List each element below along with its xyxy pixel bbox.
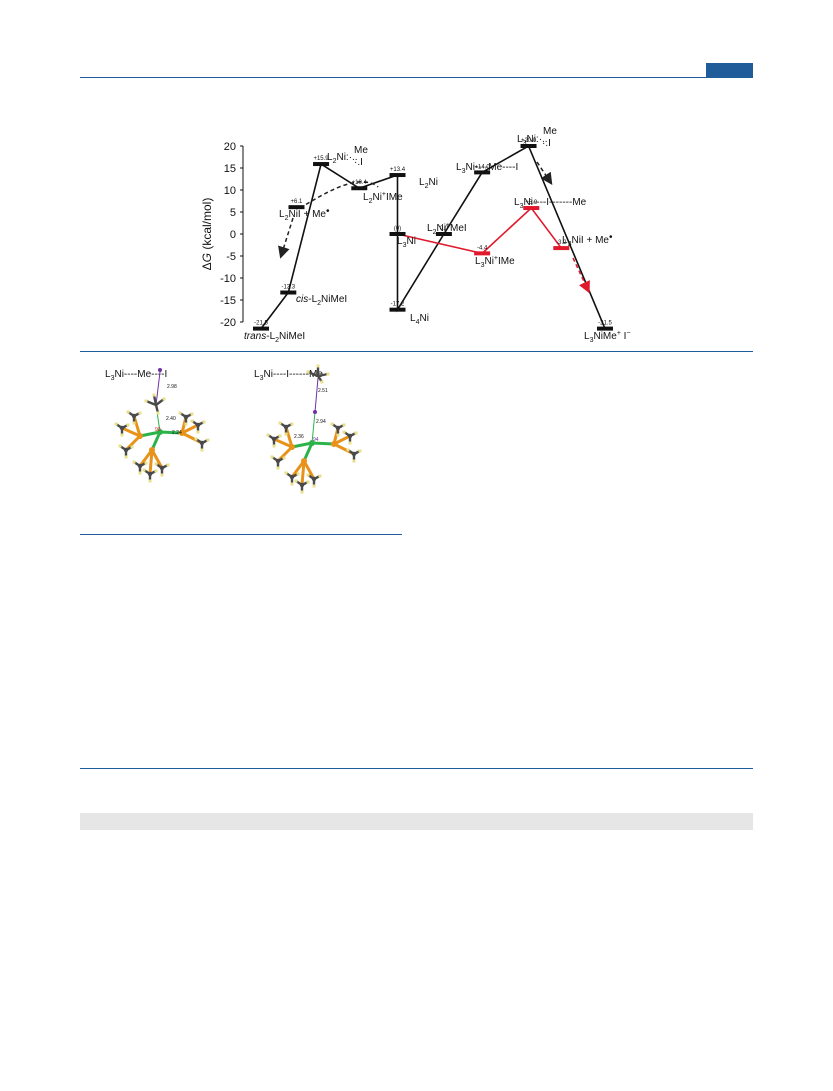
label-L2Ni-IMe: L2Ni+IMe [363,191,403,205]
energy-level-value: +15.9 [313,156,329,162]
energy-level-value: -13.3 [281,285,295,291]
energy-level-value: 0.0 [440,226,449,232]
y-tick-label: 5 [230,207,236,219]
structure-2-distance-2: 2.94 [316,419,326,425]
energy-level-bar [389,173,406,178]
energy-level-value: +6.1 [291,199,304,205]
energy-level-bar [523,206,540,211]
caption-rule [80,534,402,535]
dashed-arrow-red [572,257,590,294]
energy-level-value: -17.2 [391,302,405,308]
radical-dashed-curve [299,181,379,209]
section-rule [80,768,753,769]
energy-level-bar [351,186,368,191]
structure-1-distance-2: 2.40 [166,416,176,422]
structure-2-distance-1: 2.51 [318,388,328,394]
energy-level-value: +14.0 [475,164,491,170]
y-tick-label: -15 [220,295,236,307]
table-header-band [80,813,753,830]
label-L2Ni-ts-i: ·.I [354,157,363,168]
y-tick-label: -10 [220,273,236,285]
energy-level-value: -4.4 [477,245,488,251]
structure-1-distance-1: 2.98 [167,384,177,390]
label-L3Ni-top-i: ·.I [542,138,551,149]
structure-2-angle: 94 [313,437,319,443]
energy-level-bar [474,251,491,256]
energy-level-value: (0) [394,226,401,232]
label-L2Ni-ts: L2Ni:·.. [327,152,358,165]
energy-level-bar [596,326,613,331]
energy-level-value: -21.5 [598,321,612,327]
structure-1-label: L3Ni----Me----I [105,369,167,382]
structure-2-label: L3Ni----I------Me [254,369,323,382]
energy-level-bar [389,232,406,236]
label-L3Ni-top-me: Me [543,126,557,137]
label-L3Ni-I-Me: L3Ni----I-------Me [514,197,587,210]
energy-level-value: +10.4 [352,180,368,186]
energy-level-value: +13.4 [390,167,406,173]
energy-level-bar [474,170,491,175]
structure-1-distance-3: 2.24 [172,430,182,436]
energy-level-bar [435,232,452,236]
header-rule [80,77,753,78]
y-tick-label: -5 [226,251,236,263]
label-L4Ni: L4Ni [410,313,429,326]
dashed-arrow-top [536,161,553,185]
dashed-arrow-left [278,217,294,259]
energy-level-value: -21.5 [254,321,268,327]
structure-1: L3Ni----Me----I 2.98 2.40 2.24 90 [105,368,210,483]
label-cis-L2NiMeI: cis-L2NiMeI [296,294,347,307]
y-ticks: 20 15 10 5 0 -5 -10 -15 -20 [220,141,243,329]
energy-level-bar [280,290,297,295]
y-tick-label: -20 [220,317,236,329]
energy-level-value: +20.0 [521,138,537,144]
energy-level-bar [553,246,570,251]
label-L2NiI-Me: L2NiI + Me• [279,206,330,222]
label-L2Ni-ts-me: Me [354,145,368,156]
energy-level-value: -3.2 [556,240,567,246]
label-trans-L2NiMeI: trans-L2NiMeI [244,331,305,344]
energy-level-bar [520,144,537,148]
y-tick-label: 20 [224,141,236,153]
y-axis-label: ΔG (kcal/mol) [200,198,214,271]
energy-level-bar [313,162,330,167]
structure-1-angle: 90 [155,427,161,433]
label-L3NiMe-I: L3NiMe+ I− [584,330,631,344]
label-L3Ni: L3Ni [397,236,416,249]
energy-level-bar [288,205,305,210]
energy-levels: -21.5 -13.3 +15.9 +10.4 +13.4 (0) -17.2 0.0 +14.… [253,138,613,331]
header-tab [706,63,753,77]
red-pathway-line [397,206,562,255]
energy-level-value: +5.9 [525,200,538,206]
label-L3Ni-top: L3Ni:·.. [517,134,548,147]
label-L3Ni-Me-I: L3Ni----Me----I [456,162,518,175]
structure-2: L3Ni----I------Me 2.51 2.94 2.36 94 [254,364,362,494]
structure-2-distance-3: 2.36 [294,434,304,440]
figure-divider-rule [80,351,753,352]
y-tick-label: 0 [230,229,236,241]
y-tick-label: 10 [224,185,236,197]
label-L2Ni-MeI: L2Ni+MeI [427,222,467,236]
label-L3NiI-Me: L3NiI + Me• [562,232,613,248]
label-L2Ni: L2Ni [419,177,438,190]
energy-level-bar [253,326,269,331]
energy-level-bar [389,307,406,312]
label-L3Ni-IMe: L3Ni+IMe [475,255,515,269]
y-tick-label: 15 [224,163,236,175]
